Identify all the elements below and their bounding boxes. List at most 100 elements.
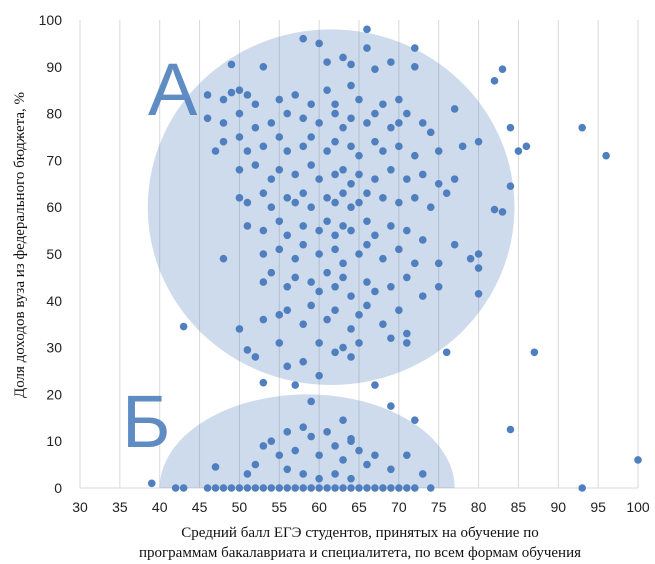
y-tick-label: 0: [54, 480, 62, 496]
data-point: [307, 397, 315, 406]
data-point: [395, 484, 403, 492]
data-point: [395, 198, 403, 207]
data-point: [235, 165, 244, 174]
data-point: [299, 423, 308, 431]
y-tick-label: 70: [46, 152, 62, 168]
data-point: [219, 254, 228, 263]
data-point: [235, 109, 244, 118]
data-point: [251, 353, 260, 361]
data-point: [283, 484, 292, 492]
data-point: [267, 119, 276, 127]
data-point: [219, 119, 228, 127]
data-point: [403, 451, 411, 460]
data-point: [418, 119, 427, 127]
data-point: [347, 226, 355, 235]
data-point: [339, 165, 347, 174]
data-point: [387, 484, 395, 492]
data-point: [347, 81, 355, 90]
data-point: [283, 428, 292, 436]
data-point: [387, 465, 395, 474]
data-point: [251, 123, 260, 132]
data-point: [363, 240, 371, 249]
data-point: [442, 348, 451, 357]
data-point: [371, 484, 379, 492]
data-point: [219, 137, 228, 146]
y-tick-label: 30: [46, 340, 62, 356]
data-point: [363, 25, 371, 34]
x-tick-label: 75: [431, 499, 447, 515]
y-tick-label: 20: [46, 386, 62, 402]
data-point: [387, 165, 395, 174]
data-point: [434, 282, 443, 291]
y-tick-label: 50: [46, 246, 62, 262]
data-point: [379, 147, 387, 155]
data-point: [371, 65, 379, 73]
data-point: [315, 39, 323, 48]
data-point: [331, 470, 339, 478]
data-point: [426, 484, 435, 492]
data-point: [442, 189, 451, 197]
data-point: [315, 226, 323, 235]
y-tick-label: 60: [46, 199, 62, 215]
data-point: [339, 259, 347, 268]
data-point: [307, 432, 315, 441]
data-point: [219, 95, 228, 104]
data-point: [267, 437, 276, 446]
y-tick-label: 10: [46, 433, 62, 449]
data-point: [395, 95, 403, 104]
data-point: [323, 86, 331, 94]
data-point: [331, 100, 339, 109]
cluster-ellipse: [147, 29, 515, 386]
x-tick-label: 85: [511, 499, 527, 515]
data-point: [291, 273, 300, 282]
data-point: [331, 170, 339, 179]
x-tick-label: 70: [391, 499, 407, 515]
x-tick-label: 65: [351, 499, 367, 515]
data-point: [315, 474, 323, 483]
data-point: [323, 58, 331, 66]
data-point: [379, 100, 387, 109]
data-point: [331, 245, 339, 254]
data-point: [315, 250, 323, 258]
data-point: [307, 133, 315, 141]
data-point: [331, 348, 339, 357]
data-point: [275, 245, 284, 254]
data-point: [315, 371, 323, 380]
data-point: [371, 109, 379, 118]
data-point: [602, 151, 610, 160]
data-point: [203, 114, 212, 123]
data-point: [211, 147, 220, 155]
data-point: [307, 301, 315, 310]
data-point: [403, 226, 411, 235]
x-tick-label: 95: [590, 499, 606, 515]
cluster-ellipses: [147, 29, 515, 488]
data-point: [323, 147, 331, 155]
data-point: [315, 119, 323, 127]
data-point: [251, 460, 260, 469]
data-point: [387, 222, 395, 230]
data-point: [347, 353, 355, 361]
data-point: [387, 58, 395, 66]
data-point: [323, 194, 331, 202]
data-point: [339, 416, 347, 424]
y-tick-label: 100: [39, 12, 63, 28]
data-point: [243, 346, 252, 354]
data-point: [403, 109, 411, 118]
data-point: [418, 470, 427, 478]
data-point: [331, 484, 339, 492]
y-axis-title: Доля доходов вуза из федерального бюджет…: [12, 92, 28, 398]
data-point: [355, 198, 363, 207]
data-point: [275, 339, 284, 347]
data-point: [299, 357, 308, 366]
data-point: [347, 142, 355, 151]
data-point: [315, 484, 323, 492]
data-point: [474, 250, 483, 258]
x-tick-label: 100: [626, 499, 650, 515]
data-point: [411, 194, 419, 202]
data-point: [307, 203, 315, 211]
data-point: [403, 273, 411, 282]
data-point: [450, 240, 459, 249]
data-point: [211, 484, 220, 492]
data-point: [363, 217, 371, 226]
data-point: [203, 91, 212, 99]
